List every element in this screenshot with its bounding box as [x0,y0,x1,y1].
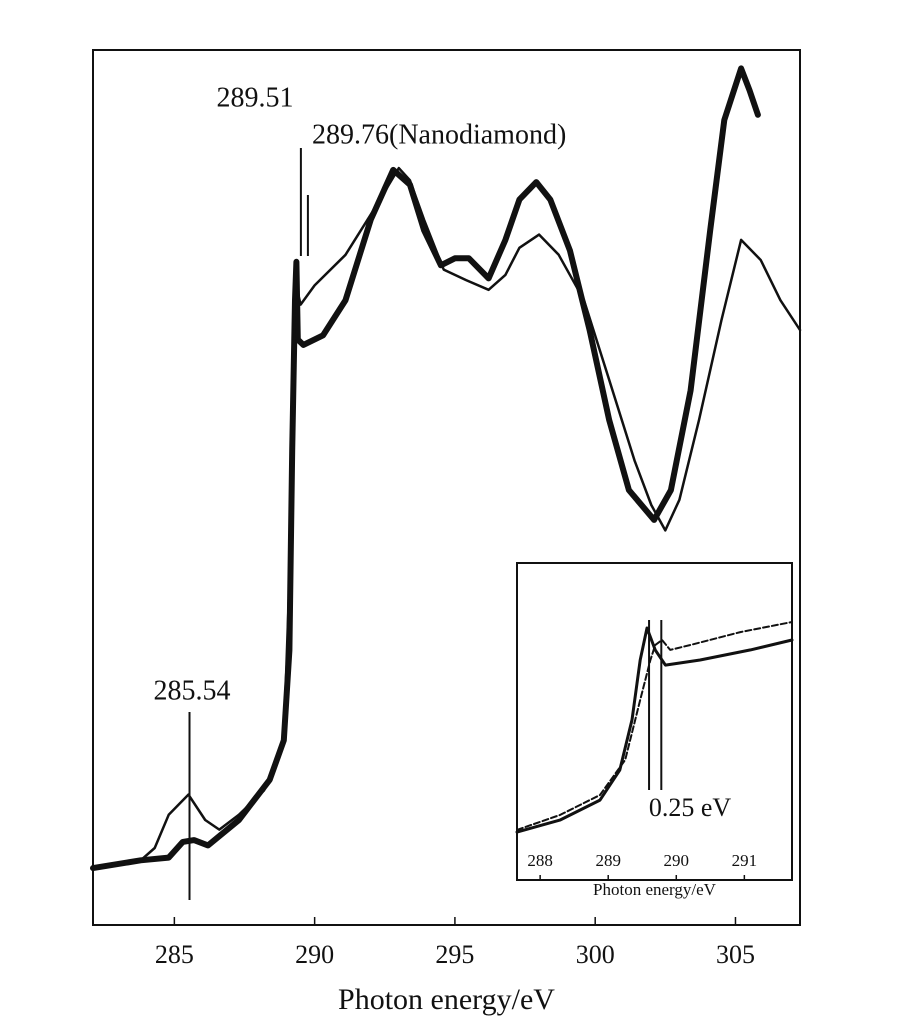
series-line [91,166,802,870]
x-tick-label: 289 [595,851,621,870]
x-tick-label: 288 [527,851,553,870]
x-axis-label: Photon energy/eV [338,983,555,1016]
x-tick-label: 290 [295,940,334,969]
x-tick-label: 305 [716,940,755,969]
x-tick-label: 285 [155,940,194,969]
x-tick-label: 295 [435,940,474,969]
x-tick-label: 291 [732,851,758,870]
annotation-label: 289.51 [217,82,294,113]
series-line [516,621,793,831]
plot-frame [516,562,793,881]
annotation-label: 285.54 [154,675,231,706]
plot-frame [92,49,801,926]
series-line [515,626,794,834]
annotation-label: 289.76(Nanodiamond) [312,119,566,150]
x-axis-label: Photon energy/eV [593,880,717,899]
x-tick-label: 290 [664,851,690,870]
annotation-label: 0.25 eV [649,793,732,822]
x-tick-label: 300 [576,940,615,969]
